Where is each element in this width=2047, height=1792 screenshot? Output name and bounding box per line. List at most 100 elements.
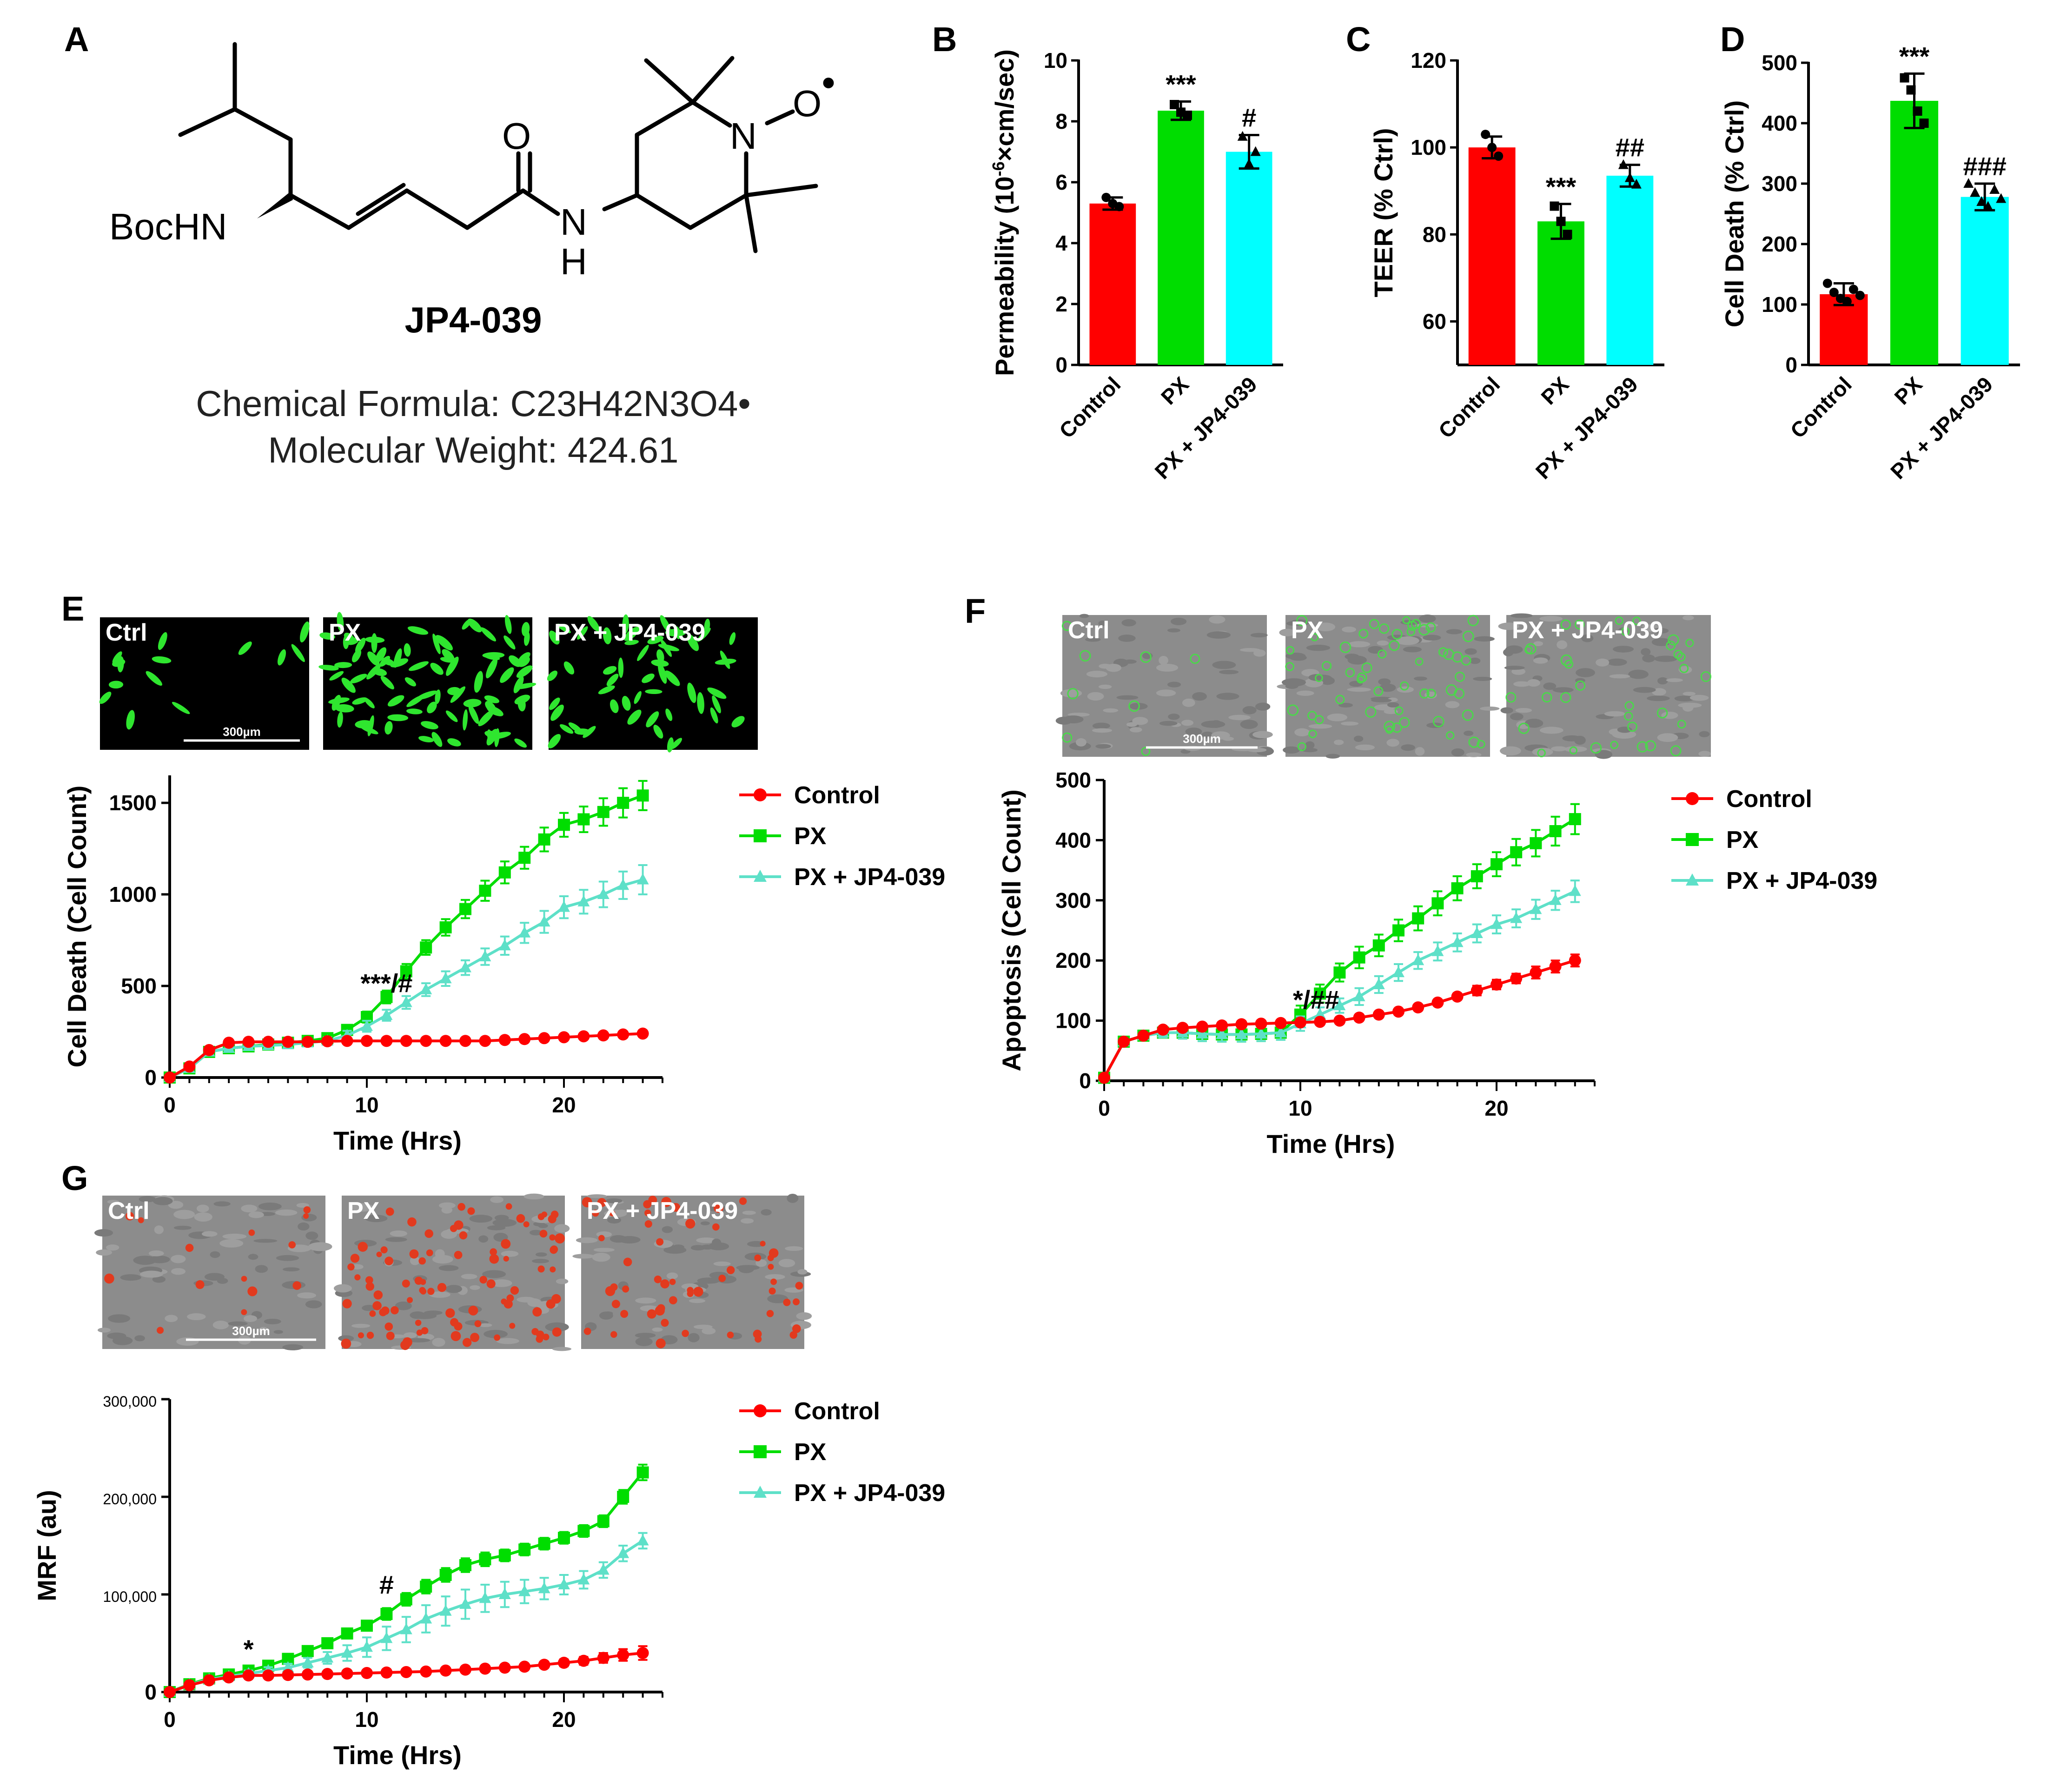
cell-texture-mark <box>1240 720 1258 729</box>
cell-texture-mark <box>1192 692 1207 701</box>
data-point <box>1631 179 1642 189</box>
apoptotic-cell-mark <box>1357 672 1367 683</box>
dead-cell-mark <box>355 720 374 729</box>
data-point <box>361 1620 373 1632</box>
data-point <box>321 1668 334 1680</box>
dead-cell-mark <box>624 640 639 645</box>
data-point <box>282 1036 294 1048</box>
data-point <box>301 1645 314 1657</box>
stereo-wedge-bond <box>257 192 293 218</box>
dead-cell-mark <box>328 697 350 704</box>
data-point <box>1412 954 1424 965</box>
dead-cell-mark <box>687 634 699 651</box>
cell-texture-mark <box>204 1273 225 1281</box>
data-point <box>1919 119 1929 128</box>
dead-cell-mark <box>112 651 122 664</box>
dead-cell-mark <box>603 627 612 645</box>
data-point <box>498 939 511 951</box>
dead-cell-mark <box>603 666 617 675</box>
y-tick-label: 300,000 <box>103 1393 157 1410</box>
dead-cell-mark <box>99 691 112 704</box>
dead-cell-mark <box>334 662 352 668</box>
cell-texture-mark <box>390 1230 407 1237</box>
mitosox-cell-mark <box>358 1332 364 1339</box>
scale-bar: 300µm <box>1146 732 1258 749</box>
y-tick-label: 500 <box>121 974 157 998</box>
dead-cell-mark <box>406 708 423 714</box>
dead-cell-mark <box>731 716 745 727</box>
scale-bar: 300µm <box>186 1324 316 1341</box>
data-point <box>558 819 570 831</box>
x-tick-label: 20 <box>552 1707 576 1732</box>
y-axis-title: Cell Death (Cell Count) <box>62 786 92 1068</box>
apoptotic-cell-mark <box>1411 619 1421 629</box>
cell-texture-mark <box>152 1276 166 1283</box>
mitosox-cell-mark <box>402 1279 410 1288</box>
apoptotic-cell-mark <box>1462 709 1474 721</box>
data-point <box>558 1657 570 1669</box>
dead-cell-mark <box>319 632 336 640</box>
mitosox-cell-mark <box>597 1198 607 1207</box>
cell-texture-mark <box>1539 727 1563 734</box>
ring-o-label: O <box>793 83 821 124</box>
cell-texture-mark <box>1075 738 1086 747</box>
apoptotic-cell-mark <box>1389 640 1400 651</box>
mitosox-cell-mark <box>792 1324 801 1333</box>
data-point <box>1471 926 1483 938</box>
data-point <box>617 879 629 890</box>
apoptotic-cell-mark <box>1615 616 1623 625</box>
mitosox-cell-mark <box>623 1257 632 1267</box>
apoptotic-cell-mark <box>1358 628 1369 639</box>
dead-cell-mark <box>408 661 429 671</box>
data-point <box>577 1525 590 1537</box>
dead-cell-mark <box>436 635 453 651</box>
cell-texture-mark <box>697 1277 720 1284</box>
dead-cell-mark <box>446 656 459 676</box>
dead-cell-mark <box>622 614 629 634</box>
apoptotic-cell-mark <box>1391 628 1403 640</box>
mitosox-cell-mark <box>454 1250 463 1259</box>
dead-cell-mark <box>574 728 590 735</box>
cell-texture-mark <box>1185 727 1202 736</box>
cell-texture-mark <box>1446 629 1462 635</box>
cell-texture-mark <box>1500 707 1513 714</box>
mitosox-cell-mark <box>454 1322 463 1331</box>
dead-cell-mark <box>430 662 444 675</box>
dead-cell-mark <box>642 673 655 683</box>
cell-texture-mark <box>283 1267 300 1272</box>
cell-texture-mark <box>241 1204 258 1213</box>
mitosox-cell-mark <box>421 1327 429 1335</box>
apoptotic-cell-mark <box>1632 616 1641 625</box>
data-point <box>1196 1027 1208 1039</box>
data-point <box>341 1647 353 1658</box>
apoptotic-cell-mark <box>1621 627 1630 636</box>
apoptotic-cell-mark <box>1378 649 1387 659</box>
apoptotic-cell-mark <box>1365 706 1377 718</box>
cell-texture-mark <box>1281 678 1306 687</box>
data-point <box>1494 151 1504 161</box>
data-point <box>636 1534 649 1546</box>
scale-bar: 300µm <box>184 725 300 742</box>
panel-c-letter: C <box>1346 20 1371 59</box>
dead-cell-mark <box>500 667 514 683</box>
data-point <box>577 813 590 826</box>
data-point <box>518 1033 531 1045</box>
cell-texture-mark <box>1539 615 1563 622</box>
data-point <box>498 1034 511 1046</box>
mitosox-cell-mark <box>365 1282 374 1291</box>
data-point <box>1510 846 1523 859</box>
cell-texture-mark <box>1325 754 1340 759</box>
cell-texture-mark <box>662 1226 673 1233</box>
mitosox-cell-mark <box>486 1279 496 1289</box>
y-axis-title-part: Permeability (10 <box>990 176 1019 376</box>
cell-texture-mark <box>1103 708 1119 713</box>
data-point <box>203 1044 215 1056</box>
data-point <box>439 1569 452 1581</box>
cell-texture-mark <box>478 1235 489 1243</box>
cell-texture-mark <box>173 1210 195 1219</box>
data-point <box>1431 996 1444 1009</box>
apoptotic-cell-mark <box>1673 649 1683 659</box>
cell-texture-mark <box>700 1221 710 1225</box>
data-point <box>341 1667 353 1680</box>
dead-cell-mark <box>445 710 458 722</box>
